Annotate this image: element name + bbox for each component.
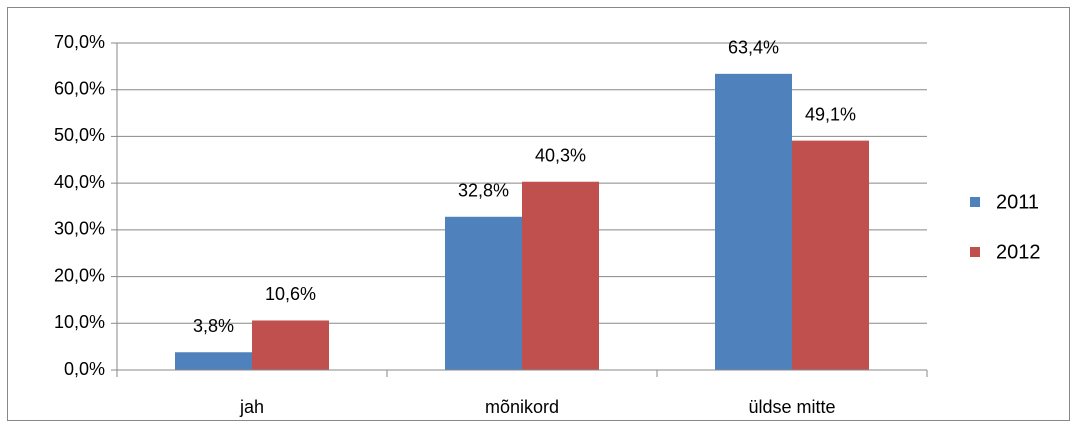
bar bbox=[522, 181, 599, 370]
y-tick-label: 40,0% bbox=[54, 172, 105, 192]
data-label: 40,3% bbox=[535, 145, 586, 165]
y-tick-label: 30,0% bbox=[54, 219, 105, 239]
bar bbox=[445, 216, 522, 370]
x-tick-label: mõnikord bbox=[485, 397, 559, 417]
bar bbox=[175, 352, 252, 370]
x-tick-label: üldse mitte bbox=[748, 397, 835, 417]
y-tick-label: 60,0% bbox=[54, 78, 105, 98]
bar bbox=[252, 320, 329, 370]
bar bbox=[715, 73, 792, 371]
y-tick-label: 50,0% bbox=[54, 125, 105, 145]
x-tick-label: jah bbox=[239, 397, 264, 417]
legend-marker bbox=[970, 247, 980, 257]
data-label: 63,4% bbox=[728, 38, 779, 58]
legend-marker bbox=[970, 197, 980, 207]
y-tick-label: 0,0% bbox=[64, 359, 105, 379]
y-tick-label: 10,0% bbox=[54, 312, 105, 332]
data-label: 10,6% bbox=[265, 284, 316, 304]
y-tick-label: 70,0% bbox=[54, 32, 105, 52]
legend-label: 2012 bbox=[996, 241, 1041, 263]
legend-label: 2011 bbox=[996, 191, 1039, 213]
bar bbox=[792, 140, 869, 370]
data-label: 3,8% bbox=[193, 316, 234, 336]
y-tick-label: 20,0% bbox=[54, 265, 105, 285]
data-label: 32,8% bbox=[458, 181, 509, 201]
data-label: 49,1% bbox=[805, 104, 856, 124]
